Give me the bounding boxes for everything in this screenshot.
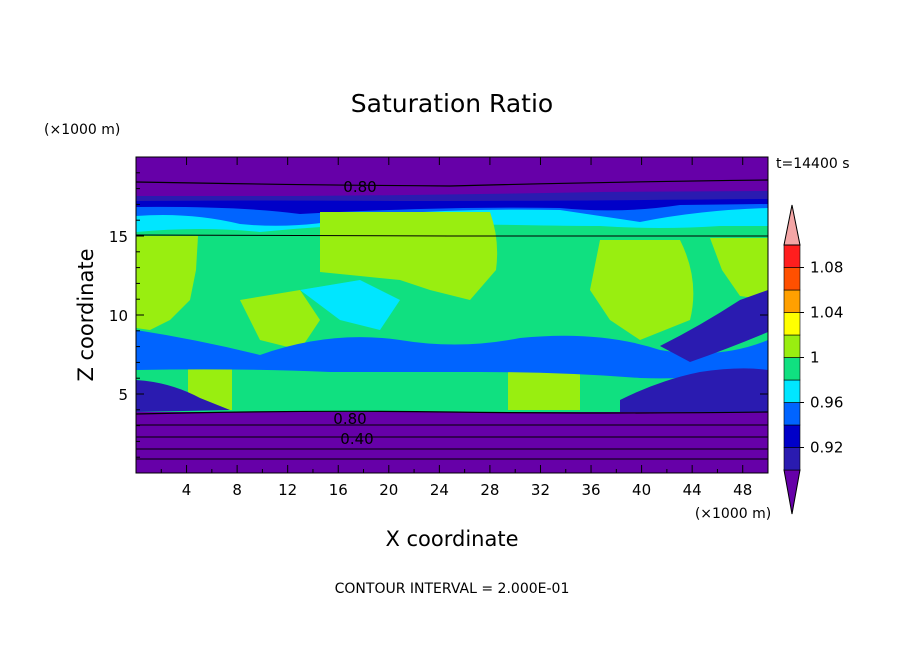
colorbar-label: 1.04 — [810, 304, 843, 322]
colorbar-label: 0.96 — [810, 394, 843, 412]
x-tick-label: 32 — [531, 481, 550, 499]
colorbar-swatch — [783, 357, 801, 381]
mid-blue-turbulence — [136, 330, 768, 379]
lower-right-purple-blob — [620, 368, 768, 412]
saturation-field — [136, 157, 768, 473]
mid-cyan-turbulence — [300, 280, 400, 330]
lower-contour-band — [136, 410, 768, 415]
upper-contour-line-1 — [136, 179, 768, 187]
x-unit-label: (×1000 m) — [695, 506, 771, 522]
colorbar-swatch — [783, 267, 801, 291]
colorbar: 0.92 0.96 1 1.04 1.08 — [783, 204, 843, 515]
lime-patch-7 — [240, 290, 320, 350]
colorbar-label: 0.92 — [810, 439, 843, 457]
y-axis: 5 10 15 — [109, 172, 768, 458]
lime-patch-4 — [188, 356, 232, 410]
y-unit-label: (×1000 m) — [44, 122, 120, 138]
colorbar-swatch — [783, 447, 801, 471]
x-axis-label: X coordinate — [385, 527, 518, 551]
colorbar-swatch — [783, 424, 801, 448]
time-label: t=14400 s — [776, 156, 850, 172]
x-tick-label: 28 — [480, 481, 499, 499]
y-tick-label: 5 — [118, 386, 128, 404]
x-tick-label: 16 — [329, 481, 348, 499]
x-tick-label: 36 — [581, 481, 600, 499]
x-tick-label: 4 — [182, 481, 192, 499]
y-tick-label: 15 — [109, 228, 128, 246]
colorbar-high-arrow — [783, 204, 801, 246]
colorbar-label: 1 — [810, 349, 820, 367]
contour-interval-note: CONTOUR INTERVAL = 2.000E-01 — [335, 581, 570, 597]
colorbar-label: 1.08 — [810, 259, 843, 277]
lime-patch-6 — [710, 238, 768, 300]
colorbar-swatch — [783, 402, 801, 426]
contour-label: 0.80 — [333, 410, 366, 428]
contour-label: 0.80 — [343, 178, 376, 196]
y-tick-label: 10 — [109, 307, 128, 325]
upper-contour-line-2 — [136, 234, 768, 237]
y-axis-label: Z coordinate — [74, 248, 98, 381]
lime-patch-1 — [136, 236, 198, 330]
colorbar-low-arrow — [783, 469, 801, 515]
right-purple-streak — [660, 290, 768, 362]
x-tick-label: 12 — [278, 481, 297, 499]
lower-left-purple-blob — [136, 380, 230, 412]
lime-patch-2 — [320, 212, 498, 300]
x-axis: 4 8 12 16 20 24 28 32 36 40 44 48 — [160, 157, 752, 499]
colorbar-swatch — [783, 312, 801, 336]
lower-dark-layer — [136, 412, 768, 473]
colorbar-swatch — [783, 244, 801, 268]
x-tick-label: 48 — [733, 481, 752, 499]
x-tick-label: 8 — [232, 481, 242, 499]
lime-patch-3 — [590, 240, 694, 340]
colorbar-swatch — [783, 379, 801, 403]
x-tick-label: 44 — [683, 481, 702, 499]
x-tick-label: 20 — [379, 481, 398, 499]
colorbar-swatch — [783, 289, 801, 313]
x-tick-label: 40 — [632, 481, 651, 499]
chart-title: Saturation Ratio — [351, 89, 553, 118]
colorbar-swatch — [783, 334, 801, 358]
contour-label: 0.40 — [340, 430, 373, 448]
x-tick-label: 24 — [430, 481, 449, 499]
